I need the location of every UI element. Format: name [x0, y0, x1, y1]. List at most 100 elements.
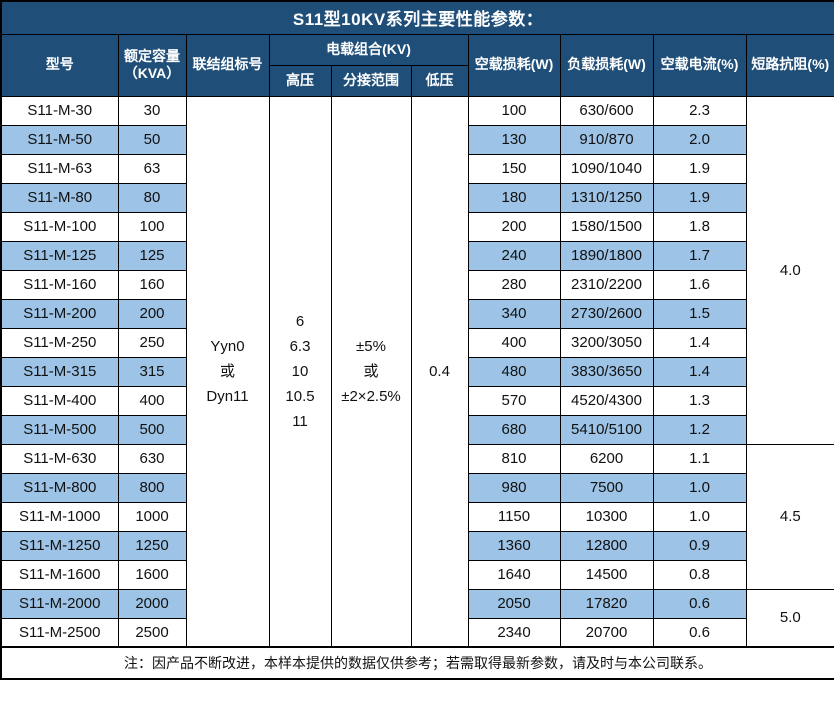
- col-header-connection-group: 联结组标号: [185, 33, 270, 97]
- cell-capacity: 30: [117, 95, 187, 126]
- cell-model: S11-M-2500: [0, 617, 119, 648]
- table-row: S11-M-100 100 200 1580/1500 1.8: [0, 211, 834, 242]
- note-row: 注：因产品不断改进，本样本提供的数据仅供参考；若需取得最新参数，请及时与本公司联…: [0, 646, 834, 680]
- table-row: S11-M-1250 1250 1360 12800 0.9: [0, 530, 834, 561]
- cell-model: S11-M-2000: [0, 588, 119, 619]
- cell-load-loss: 10300: [559, 501, 654, 532]
- table-row: S11-M-2500 2500 2340 20700 0.6: [0, 617, 834, 648]
- cell-capacity: 160: [117, 269, 187, 300]
- cell-no-load-loss: 280: [467, 269, 561, 300]
- cell-capacity: 1250: [117, 530, 187, 561]
- cell-model: S11-M-630: [0, 443, 119, 474]
- col-header-no-load-loss: 空载损耗(W): [467, 33, 561, 97]
- table-footer: 注：因产品不断改进，本样本提供的数据仅供参考；若需取得最新参数，请及时与本公司联…: [0, 646, 834, 680]
- cell-load-loss: 5410/5100: [559, 414, 654, 445]
- cell-no-load-loss: 100: [467, 95, 561, 126]
- cell-model: S11-M-500: [0, 414, 119, 445]
- header-row-sub: 高压 分接范围 低压: [1, 64, 834, 97]
- cell-load-loss: 2730/2600: [559, 298, 654, 329]
- cell-impedance: 5.0: [745, 588, 834, 648]
- cell-no-load-loss: 150: [467, 153, 561, 184]
- cell-lv-voltage: 0.4: [410, 95, 469, 648]
- cell-no-load-loss: 180: [467, 182, 561, 213]
- cell-no-load-current: 1.1: [652, 443, 747, 474]
- cell-capacity: 630: [117, 443, 187, 474]
- cell-no-load-loss: 810: [467, 443, 561, 474]
- cell-model: S11-M-1000: [0, 501, 119, 532]
- cell-no-load-current: 1.7: [652, 240, 747, 271]
- cell-no-load-current: 0.6: [652, 588, 747, 619]
- cell-capacity: 50: [117, 124, 187, 155]
- cell-hv-voltages: 6 6.3 10 10.5 11: [268, 95, 332, 648]
- cell-no-load-loss: 1360: [467, 530, 561, 561]
- col-header-no-load-current: 空载电流(%): [652, 33, 747, 97]
- cell-model: S11-M-63: [0, 153, 119, 184]
- cell-no-load-current: 0.8: [652, 559, 747, 590]
- spec-table-body: S11-M-30 30 Yyn0 或 Dyn11 6 6.3 10 10.5 11 ±5% 或 ±2×2…: [0, 95, 834, 648]
- cell-no-load-loss: 240: [467, 240, 561, 271]
- cell-capacity: 125: [117, 240, 187, 271]
- cell-no-load-loss: 980: [467, 472, 561, 503]
- cell-load-loss: 14500: [559, 559, 654, 590]
- cell-load-loss: 17820: [559, 588, 654, 619]
- cell-capacity: 2000: [117, 588, 187, 619]
- col-header-capacity: 额定容量 （KVA）: [117, 33, 187, 97]
- cell-load-loss: 1580/1500: [559, 211, 654, 242]
- cell-model: S11-M-800: [0, 472, 119, 503]
- cell-capacity: 500: [117, 414, 187, 445]
- cell-no-load-loss: 2050: [467, 588, 561, 619]
- cell-capacity: 250: [117, 327, 187, 358]
- cell-capacity: 80: [117, 182, 187, 213]
- cell-load-loss: 1890/1800: [559, 240, 654, 271]
- table-row: S11-M-800 800 980 7500 1.0: [0, 472, 834, 503]
- cell-model: S11-M-100: [0, 211, 119, 242]
- cell-model: S11-M-250: [0, 327, 119, 358]
- table-row: S11-M-50 50 130 910/870 2.0: [0, 124, 834, 155]
- table-row: S11-M-500 500 680 5410/5100 1.2: [0, 414, 834, 445]
- cell-no-load-loss: 400: [467, 327, 561, 358]
- header-row-top: 型号 额定容量 （KVA） 联结组标号 电载组合(KV) 空载损耗(W) 负载损耗…: [0, 33, 834, 97]
- title-row: S11型10KV系列主要性能参数：: [0, 0, 834, 35]
- table-row: S11-M-30 30 Yyn0 或 Dyn11 6 6.3 10 10.5 11 ±5% 或 ±2×2…: [0, 95, 834, 648]
- cell-no-load-current: 0.6: [652, 617, 747, 648]
- cell-no-load-current: 1.5: [652, 298, 747, 329]
- table-row: S11-M-630 630 810 6200 1.1 4.5: [0, 443, 834, 590]
- cell-model: S11-M-50: [0, 124, 119, 155]
- spec-table: S11型10KV系列主要性能参数： 型号 额定容量 （KVA） 联结组标号 电载组…: [0, 0, 834, 680]
- cell-impedance: 4.0: [745, 95, 834, 445]
- cell-model: S11-M-125: [0, 240, 119, 271]
- col-header-tap-range: 分接范围: [330, 64, 412, 97]
- cell-capacity: 315: [117, 356, 187, 387]
- cell-impedance: 4.5: [745, 443, 834, 590]
- col-header-impedance: 短路抗阻(%): [745, 33, 834, 97]
- table-header: S11型10KV系列主要性能参数： 型号 额定容量 （KVA） 联结组标号 电载组…: [0, 0, 834, 97]
- cell-capacity: 1000: [117, 501, 187, 532]
- cell-load-loss: 3200/3050: [559, 327, 654, 358]
- cell-load-loss: 20700: [559, 617, 654, 648]
- cell-load-loss: 1310/1250: [559, 182, 654, 213]
- table-row: S11-M-63 63 150 1090/1040 1.9: [0, 153, 834, 184]
- col-header-capacity-line1: 额定容量: [124, 47, 180, 64]
- cell-capacity: 2500: [117, 617, 187, 648]
- cell-load-loss: 1090/1040: [559, 153, 654, 184]
- cell-load-loss: 4520/4300: [559, 385, 654, 416]
- cell-no-load-current: 1.6: [652, 269, 747, 300]
- cell-load-loss: 2310/2200: [559, 269, 654, 300]
- table-title: S11型10KV系列主要性能参数：: [0, 0, 834, 35]
- cell-no-load-loss: 1640: [467, 559, 561, 590]
- cell-no-load-current: 2.0: [652, 124, 747, 155]
- cell-capacity: 1600: [117, 559, 187, 590]
- cell-model: S11-M-160: [0, 269, 119, 300]
- cell-load-loss: 12800: [559, 530, 654, 561]
- cell-no-load-current: 1.4: [652, 356, 747, 387]
- cell-load-loss: 910/870: [559, 124, 654, 155]
- col-header-load-combo: 电载组合(KV): [268, 33, 469, 66]
- cell-model: S11-M-200: [0, 298, 119, 329]
- cell-load-loss: 7500: [559, 472, 654, 503]
- table-row: S11-M-400 400 570 4520/4300 1.3: [0, 385, 834, 416]
- col-header-lv: 低压: [410, 64, 469, 97]
- col-header-capacity-line2: （KVA）: [123, 65, 181, 81]
- col-header-load-loss: 负载损耗(W): [559, 33, 654, 97]
- cell-no-load-loss: 340: [467, 298, 561, 329]
